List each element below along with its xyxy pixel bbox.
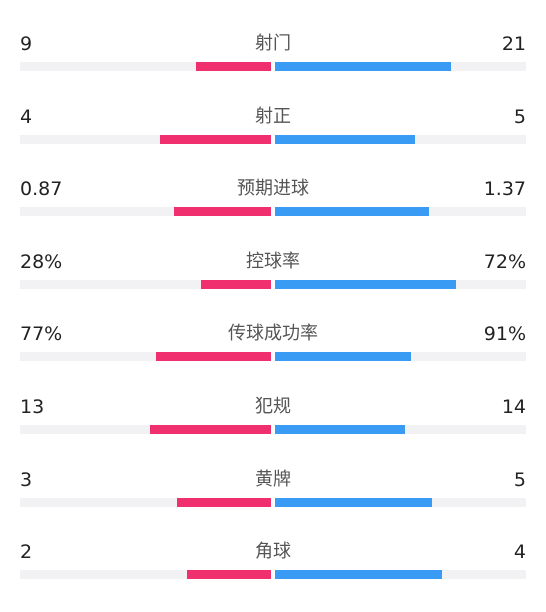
home-value: 28% xyxy=(20,251,63,273)
away-value: 21 xyxy=(501,33,526,55)
home-value: 9 xyxy=(20,33,33,55)
stat-label: 射正 xyxy=(255,106,291,127)
away-value: 1.37 xyxy=(483,178,526,200)
home-bar-track xyxy=(20,135,271,144)
home-bar-fill xyxy=(201,280,271,289)
away-value: 5 xyxy=(513,106,526,128)
stat-label: 角球 xyxy=(255,541,291,562)
away-bar-fill xyxy=(275,498,432,507)
home-value: 2 xyxy=(20,541,33,563)
stat-label: 射门 xyxy=(255,33,291,54)
away-bar-track xyxy=(275,207,526,216)
away-bar-fill xyxy=(275,207,429,216)
away-value: 5 xyxy=(513,469,526,491)
home-bar-fill xyxy=(150,425,271,434)
home-bar-track xyxy=(20,570,271,579)
away-value: 91% xyxy=(483,323,526,345)
home-value: 77% xyxy=(20,323,63,345)
home-value: 3 xyxy=(20,469,33,491)
match-stats-panel: 9 射门 21 4 射正 5 0.87 预期进球 1.37 28% 控球率 72% 77% 传球成功率 91… xyxy=(0,32,546,579)
away-bar-fill xyxy=(275,135,415,144)
stat-label: 控球率 xyxy=(246,251,300,272)
away-bar-fill xyxy=(275,62,451,71)
stat-row: 3 黄牌 5 xyxy=(0,468,546,540)
away-bar-fill xyxy=(275,570,442,579)
home-bar-fill xyxy=(177,498,271,507)
home-bar-fill xyxy=(156,352,271,361)
stat-label: 传球成功率 xyxy=(228,323,318,344)
stat-row: 2 角球 4 xyxy=(0,540,546,612)
home-value: 4 xyxy=(20,106,33,128)
stat-label: 犯规 xyxy=(255,396,291,417)
stat-label: 预期进球 xyxy=(237,178,309,199)
stat-row: 4 射正 5 xyxy=(0,105,546,177)
home-bar-track xyxy=(20,280,271,289)
home-bar-fill xyxy=(174,207,271,216)
home-value: 13 xyxy=(20,396,45,418)
away-value: 4 xyxy=(513,541,526,563)
home-bar-track xyxy=(20,62,271,71)
away-bar-fill xyxy=(275,352,411,361)
away-bar-track xyxy=(275,352,526,361)
away-bar-track xyxy=(275,62,526,71)
home-bar-track xyxy=(20,425,271,434)
away-bar-track xyxy=(275,425,526,434)
away-bar-fill xyxy=(275,280,456,289)
home-bar-track xyxy=(20,498,271,507)
stat-label: 黄牌 xyxy=(255,469,291,490)
home-bar-fill xyxy=(196,62,271,71)
away-bar-track xyxy=(275,570,526,579)
stat-row: 28% 控球率 72% xyxy=(0,250,546,322)
away-value: 14 xyxy=(501,396,526,418)
away-bar-fill xyxy=(275,425,405,434)
home-bar-track xyxy=(20,207,271,216)
stat-row: 0.87 预期进球 1.37 xyxy=(0,177,546,249)
home-bar-fill xyxy=(160,135,271,144)
stat-row: 13 犯规 14 xyxy=(0,395,546,467)
away-bar-track xyxy=(275,498,526,507)
home-value: 0.87 xyxy=(20,178,63,200)
home-bar-track xyxy=(20,352,271,361)
away-value: 72% xyxy=(483,251,526,273)
stat-row: 77% 传球成功率 91% xyxy=(0,322,546,394)
away-bar-track xyxy=(275,135,526,144)
stat-row: 9 射门 21 xyxy=(0,32,546,104)
away-bar-track xyxy=(275,280,526,289)
home-bar-fill xyxy=(187,570,271,579)
